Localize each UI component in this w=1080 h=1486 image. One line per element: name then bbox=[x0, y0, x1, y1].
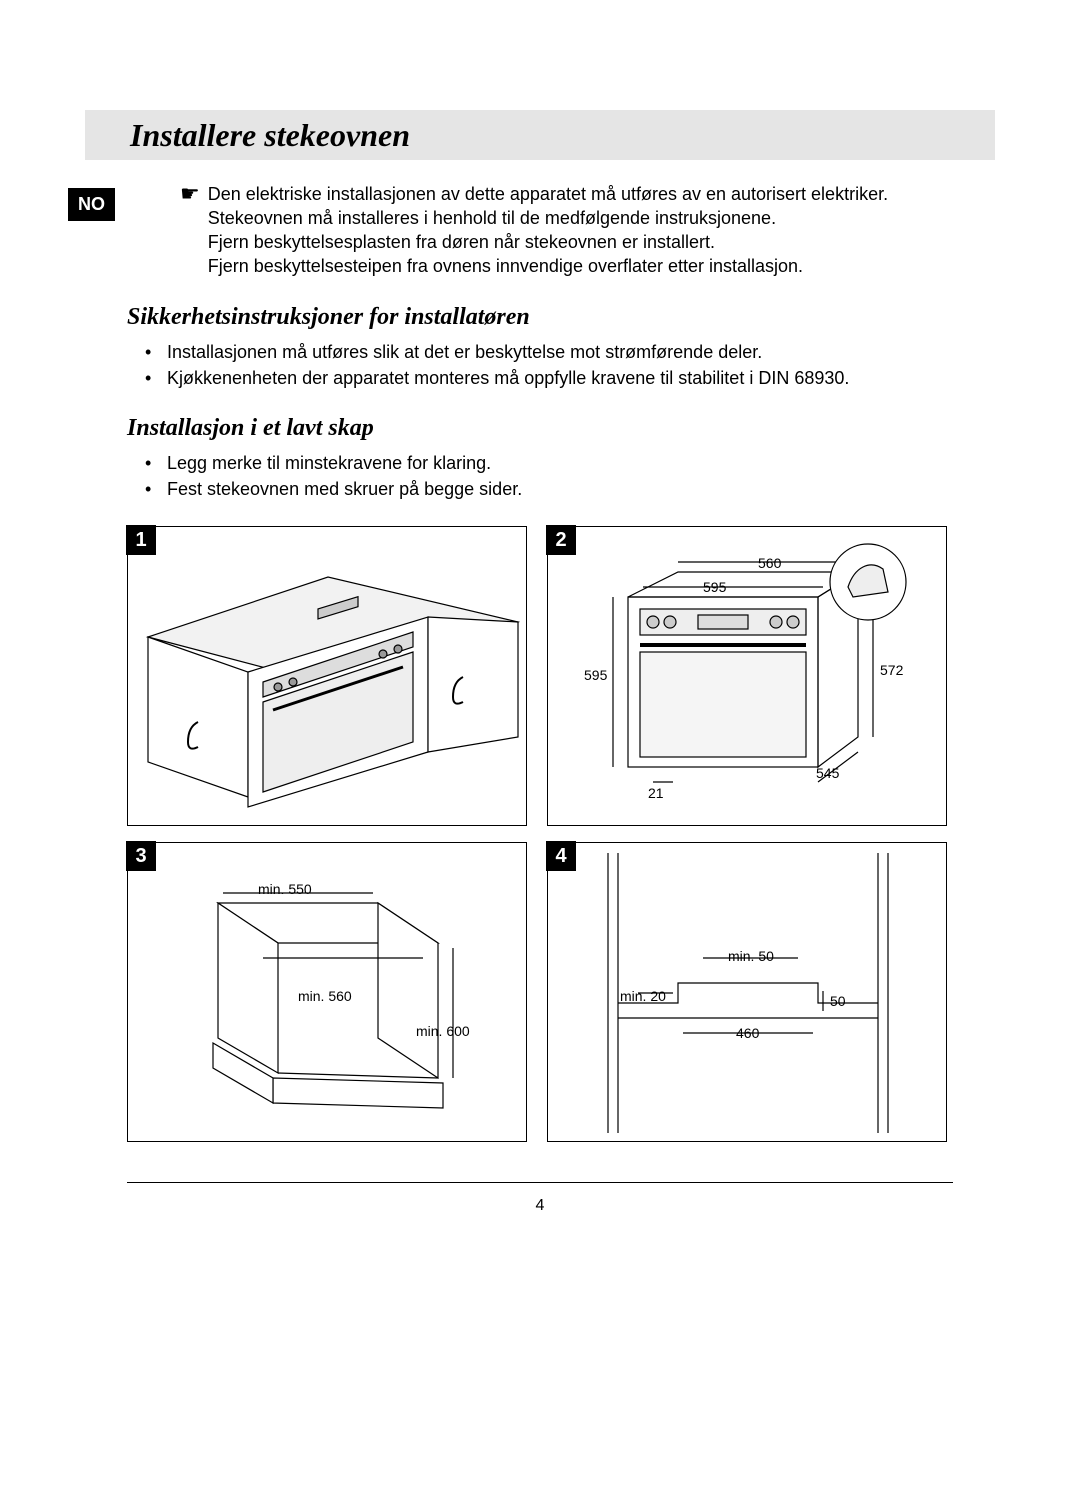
bullet-item: Legg merke til minstekravene for klaring… bbox=[145, 450, 995, 476]
dim-min-550: min. 550 bbox=[258, 881, 312, 897]
figure-2: 2 bbox=[547, 526, 947, 826]
dim-595-left: 595 bbox=[584, 667, 607, 683]
section-heading-install: Installasjon i et lavt skap bbox=[127, 415, 995, 442]
bullet-item: Installasjonen må utføres slik at det er… bbox=[145, 339, 995, 365]
bullet-item: Kjøkkenenheten der apparatet monteres må… bbox=[145, 365, 995, 391]
pointer-icon: ☛ bbox=[180, 182, 200, 278]
figure-number: 4 bbox=[546, 841, 576, 871]
dim-min-20: min. 20 bbox=[620, 988, 666, 1004]
section-heading-safety: Sikkerhetsinstruksjoner for installatøre… bbox=[127, 304, 995, 331]
intro-line-3: Fjern beskyttelsesplasten fra døren når … bbox=[208, 230, 888, 254]
figure-number: 1 bbox=[126, 525, 156, 555]
dim-460: 460 bbox=[736, 1025, 759, 1041]
footer-rule bbox=[127, 1182, 953, 1183]
intro-note: ☛ Den elektriske installasjonen av dette… bbox=[180, 182, 995, 278]
language-badge: NO bbox=[68, 188, 115, 221]
dim-50: 50 bbox=[830, 993, 846, 1009]
install-bullets: Legg merke til minstekravene for klaring… bbox=[145, 450, 995, 502]
figure-4: 4 bbox=[547, 842, 947, 1142]
intro-text: Den elektriske installasjonen av dette a… bbox=[208, 182, 888, 278]
dim-572: 572 bbox=[880, 662, 903, 678]
manual-page: Installere stekeovnen NO ☛ Den elektrisk… bbox=[0, 0, 1080, 1255]
dim-595-top: 595 bbox=[703, 579, 726, 595]
intro-line-2: Stekeovnen må installeres i henhold til … bbox=[208, 206, 888, 230]
figure-3: 3 bbox=[127, 842, 527, 1142]
dim-min-600: min. 600 bbox=[416, 1023, 470, 1039]
bullet-item: Fest stekeovnen med skruer på begge side… bbox=[145, 476, 995, 502]
page-number: 4 bbox=[85, 1197, 995, 1215]
oven-in-cabinet-diagram bbox=[128, 527, 528, 827]
figure-number: 2 bbox=[546, 525, 576, 555]
intro-line-4: Fjern beskyttelsesteipen fra ovnens innv… bbox=[208, 254, 888, 278]
dim-545: 545 bbox=[816, 765, 839, 781]
dim-21: 21 bbox=[648, 785, 664, 801]
dim-min-560: min. 560 bbox=[298, 988, 352, 1004]
title-bar: Installere stekeovnen bbox=[85, 110, 995, 160]
figure-number: 3 bbox=[126, 841, 156, 871]
dim-min-50: min. 50 bbox=[728, 948, 774, 964]
safety-bullets: Installasjonen må utføres slik at det er… bbox=[145, 339, 995, 391]
intro-line-1: Den elektriske installasjonen av dette a… bbox=[208, 182, 888, 206]
page-title: Installere stekeovnen bbox=[130, 117, 410, 154]
rear-clearance-diagram bbox=[548, 843, 948, 1143]
figures-grid: 1 bbox=[127, 526, 995, 1142]
figure-1: 1 bbox=[127, 526, 527, 826]
dim-560: 560 bbox=[758, 555, 781, 571]
